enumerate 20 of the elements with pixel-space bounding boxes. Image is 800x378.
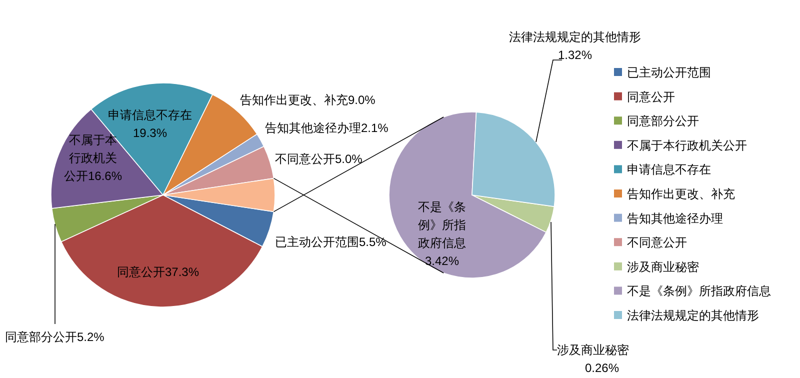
- legend-label: 告知作出更改、补充: [627, 187, 735, 201]
- legend-label: 申请信息不存在: [627, 162, 711, 177]
- data-label: 已主动公开范围5.5%: [275, 235, 387, 249]
- legend-label: 法律法规规定的其他情形: [627, 308, 759, 322]
- legend-label: 涉及商业秘密: [627, 260, 699, 274]
- data-label: 涉及商业秘密0.26%: [557, 343, 629, 375]
- legend-label: 同意公开: [627, 90, 675, 104]
- legend-label: 不同意公开: [627, 236, 687, 250]
- data-label: 告知其他途径办理2.1%: [265, 121, 389, 135]
- legend-label: 告知其他途径办理: [627, 211, 723, 226]
- data-label: 法律法规规定的其他情形1.32%: [509, 30, 641, 62]
- data-label: 告知作出更改、补充9.0%: [240, 93, 376, 107]
- data-label: 不是《条例》所指政府信息3.42%: [418, 200, 466, 268]
- legend-label: 同意部分公开: [627, 114, 699, 128]
- data-label: 同意部分公开5.2%: [5, 330, 105, 344]
- data-label: 不同意公开5.0%: [275, 152, 363, 166]
- legend-label: 不是《条例》所指政府信息: [627, 284, 771, 298]
- legend-label: 不属于本行政机关公开: [627, 138, 747, 152]
- legend-label: 已主动公开范围: [627, 66, 711, 80]
- data-label: 同意公开37.3%: [116, 265, 200, 279]
